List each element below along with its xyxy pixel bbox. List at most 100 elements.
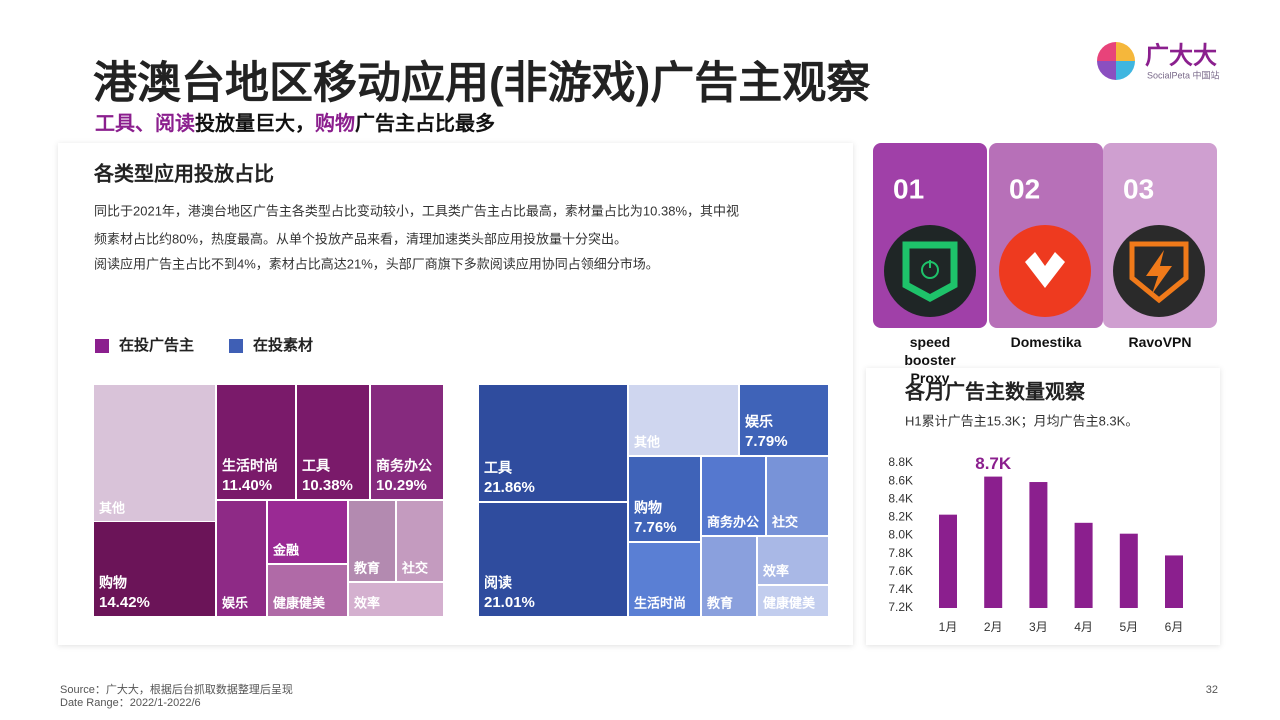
bar [984,476,1003,608]
app-name: Domestika [1010,334,1082,350]
app-name: speed booster Proxy [904,334,956,386]
treemap-cell [629,457,700,541]
app-rank: 03 [1123,173,1154,204]
cell-value: 7.76% [634,519,677,536]
y-tick-label: 7.6K [888,564,913,578]
bar [939,514,957,608]
cell-value: 11.40% [222,477,272,494]
subtitle-part: 购物 [315,111,355,135]
treemap-cell [397,501,443,581]
treemap-cell [758,586,828,616]
treemap-cell [767,457,828,535]
cell-label: 工具 [484,460,512,476]
treemap-cell [297,385,369,499]
cell-label: 社交 [401,560,428,575]
treemap-cell [629,543,700,616]
y-tick-label: 8.0K [888,528,913,542]
app-icon [884,225,976,317]
treemap-cell [629,385,738,455]
slide-title: 港澳台地区移动应用(非游戏)广告主观察 [93,59,870,108]
legend-swatch [229,339,243,353]
cell-label: 娱乐 [745,414,773,430]
cell-label: 商务办公 [376,458,432,474]
bar [1029,482,1048,608]
app-icon [999,225,1091,317]
treemap-cell [94,385,215,521]
legend-label: 在投广告主 [119,336,194,354]
date-range: Date Range：2022/1-2022/6 [60,697,201,709]
treemap-cell [94,522,215,616]
logo-mark [1097,42,1135,80]
treemap-cell [349,501,395,581]
cell-label: 其他 [634,434,660,449]
cell-label: 娱乐 [222,595,248,610]
y-tick-label: 8.8K [888,455,913,469]
cell-label: 健康健美 [273,595,326,610]
app-name-box: Domestika [1010,334,1082,350]
paragraph-line: 同比于2021年，港澳台地区广告主各类型占比变动较小，工具类广告主占比最高，素材… [94,203,739,218]
treemap-cell [702,537,756,616]
y-tick-label: 7.2K [888,600,913,614]
subtitle-part: 广告主占比最多 [355,111,495,135]
slide-subtitle: 工具、阅读投放量巨大，购物广告主占比最多 [95,111,495,135]
cell-label: 工具 [302,458,330,474]
cell-label: 效率 [763,563,789,578]
subtitle-part: 投放量巨大， [195,111,315,135]
app-name-box: speed booster Proxy [904,334,956,386]
logo-name: 广大大 [1145,41,1217,69]
cell-value: 21.01% [484,594,535,611]
cell-label: 健康健美 [763,595,816,610]
cell-label: 教育 [353,560,380,575]
panel-title: 各类型应用投放占比 [93,161,274,185]
treemap-cell [371,385,443,499]
cell-value: 21.86% [484,479,535,496]
bar [1119,533,1138,608]
app-rank: 02 [1009,173,1040,204]
treemap-cell [702,457,765,535]
cell-label: 商务办公 [707,514,759,529]
cell-label: 教育 [706,595,733,610]
cell-label: 阅读 [484,575,512,591]
y-tick-label: 7.4K [888,582,913,596]
app-icon [1113,225,1205,317]
app-rank: 01 [893,173,924,204]
app-name: RavoVPN [1128,334,1192,350]
source: Source：广大大，根据后台抓取数据整理后呈现 [60,682,293,696]
treemap-cell [740,385,828,455]
cell-label: 社交 [771,514,798,529]
treemap-cell [268,565,347,616]
y-tick-label: 8.6K [888,473,913,487]
treemap-cell [758,537,828,584]
y-tick-label: 8.4K [888,491,913,505]
cell-value: 14.42% [99,594,150,611]
chart-title: 各月广告主数量观察 [904,379,1086,403]
paragraph-line: 频素材占比约80%，热度最高。从单个投放产品来看，清理加速类头部应用投放量十分突… [94,231,627,246]
treemap-cell [479,503,627,616]
x-tick-label: 6月 [1165,620,1184,634]
x-tick-label: 5月 [1119,620,1138,634]
legend-label: 在投素材 [253,336,313,354]
treemap-cell [217,385,295,499]
page-number: 32 [1206,684,1218,696]
cell-value: 10.29% [376,477,427,494]
treemap-cell [268,501,347,563]
legend-swatch [95,339,109,353]
cell-label: 购物 [99,575,127,591]
cell-value: 10.38% [302,477,353,494]
cell-label: 生活时尚 [634,595,686,610]
app-name-box: RavoVPN [1128,334,1192,350]
x-tick-label: 1月 [939,620,958,634]
cell-label: 生活时尚 [222,458,278,474]
subtitle-part: 工具、阅读 [95,111,195,135]
bar [1074,522,1093,608]
logo-sub: SocialPeta 中国站 [1147,69,1220,80]
cell-label: 其他 [99,500,125,515]
cell-label: 金融 [272,542,299,557]
bar [1165,555,1183,608]
treemap-cell [217,501,266,616]
treemap-cell [479,385,627,501]
x-tick-label: 2月 [984,620,1003,634]
cell-label: 购物 [634,500,662,516]
